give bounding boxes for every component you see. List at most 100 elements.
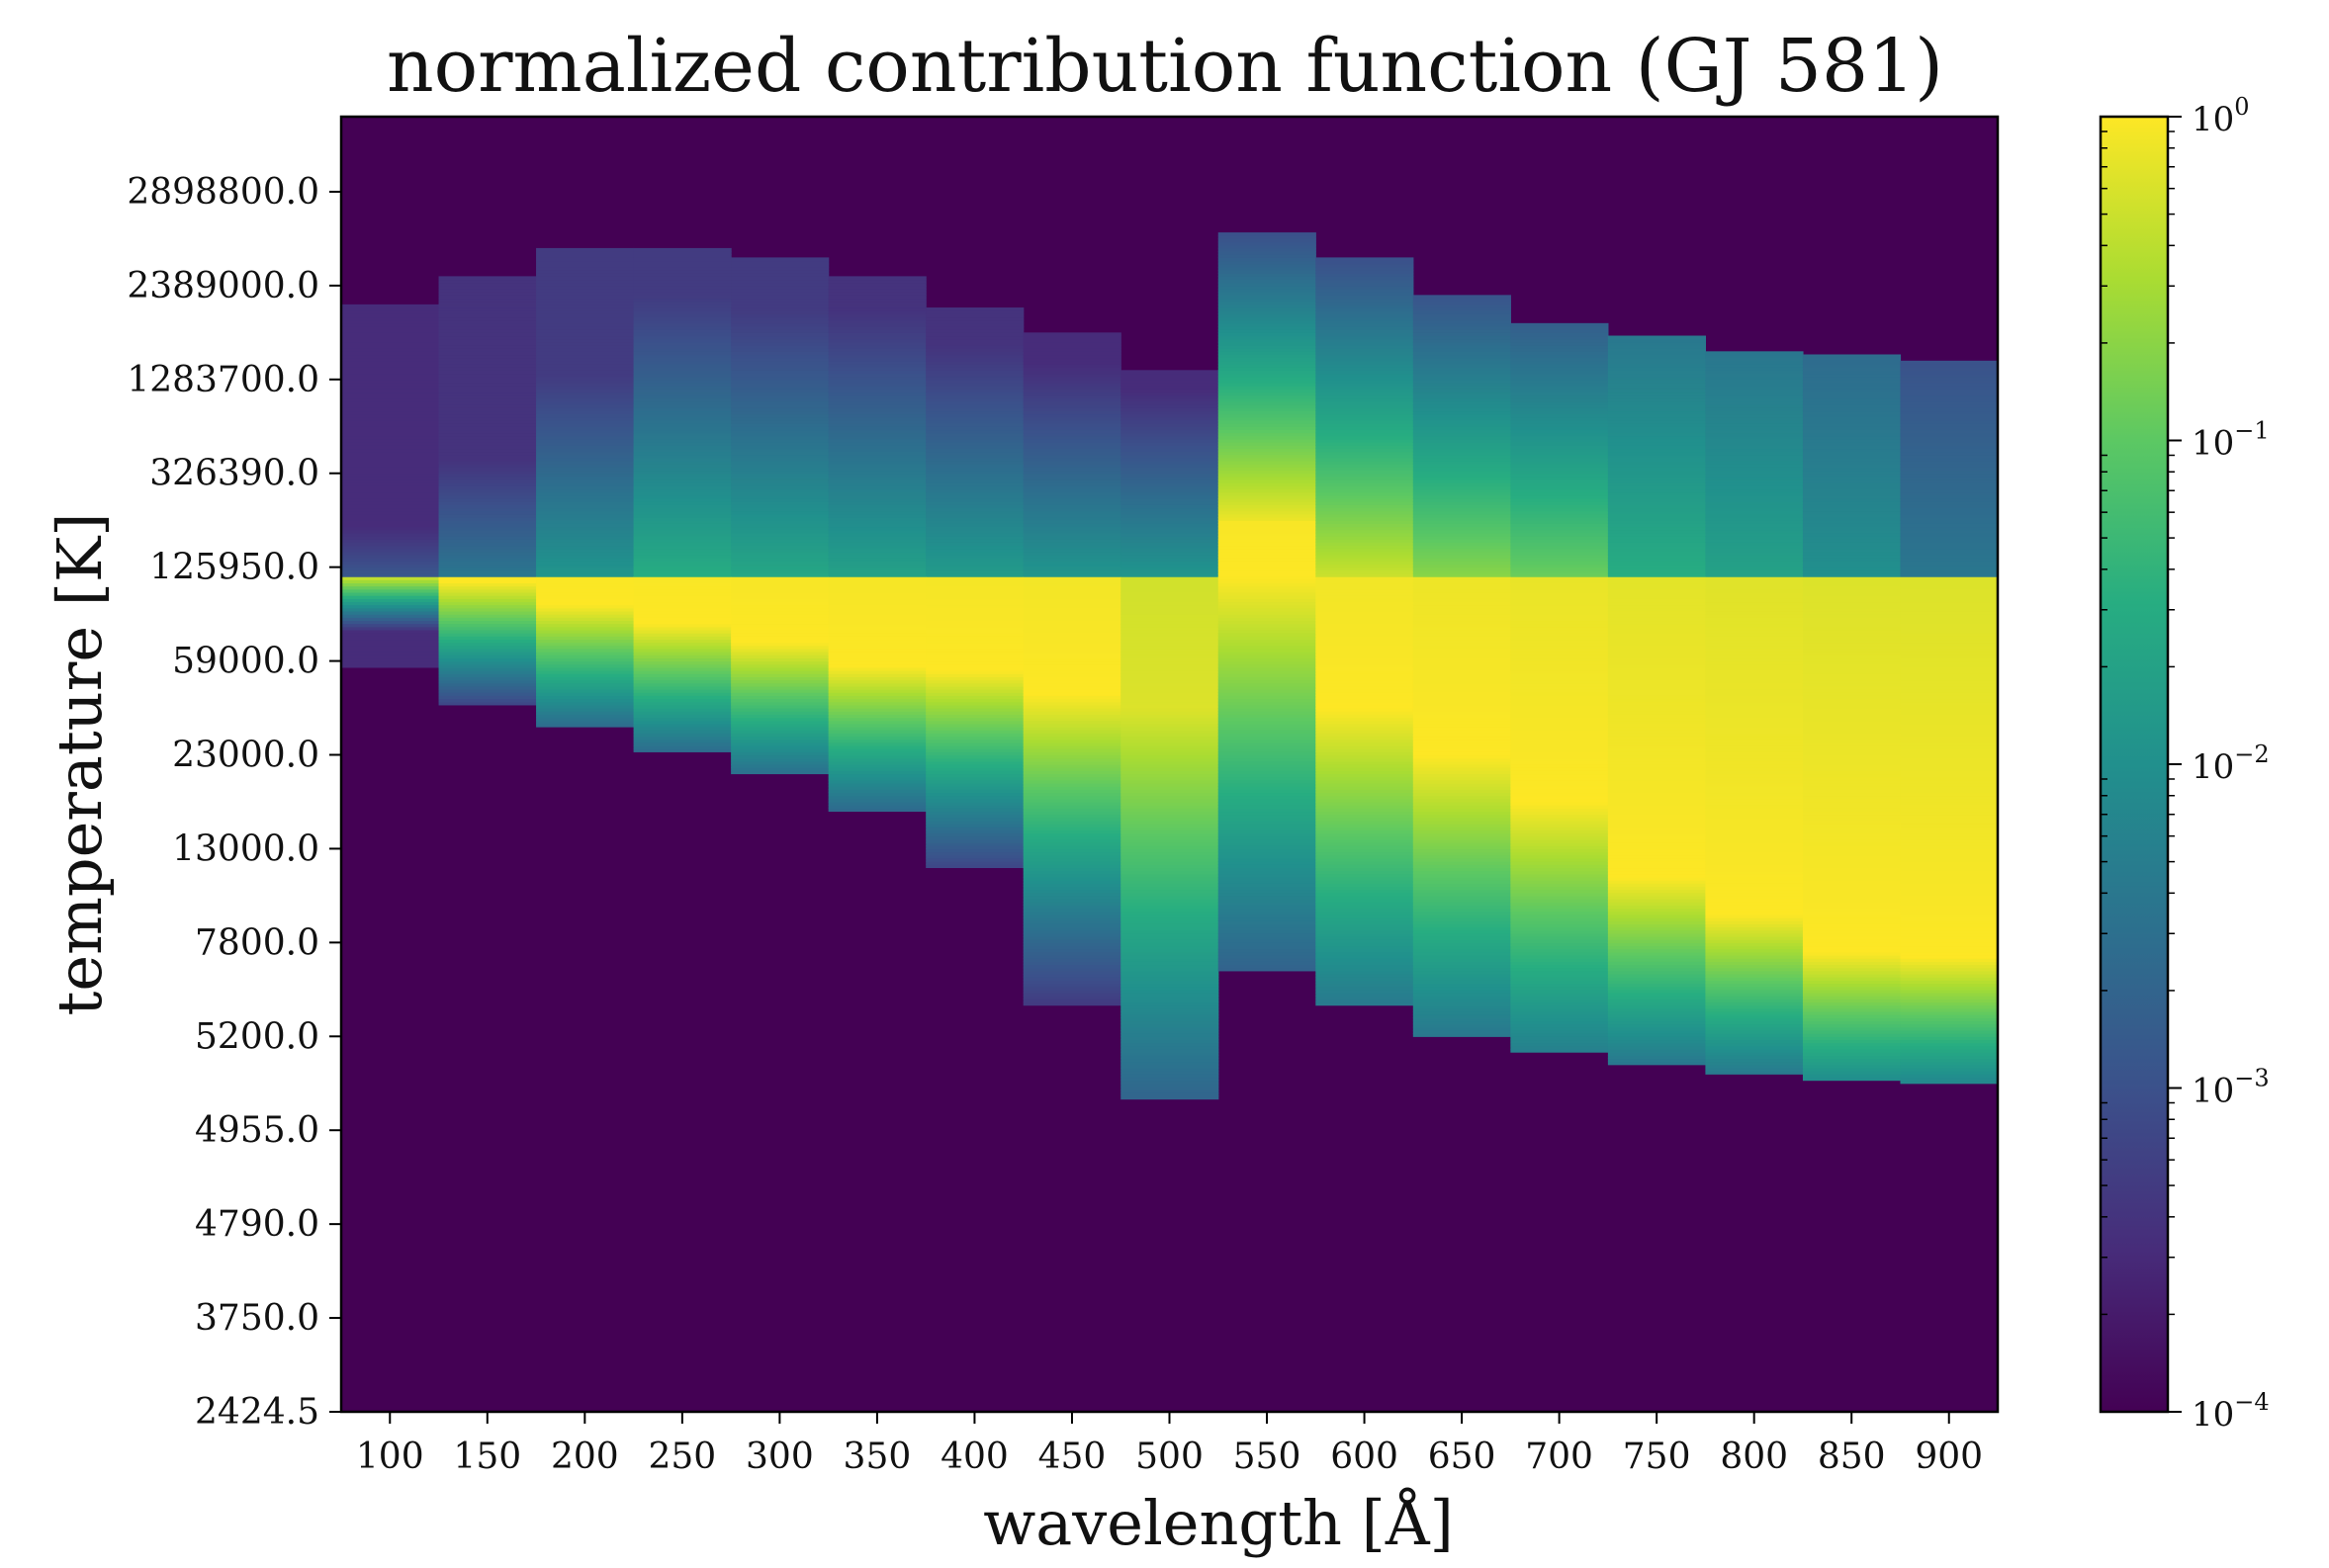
heatmap-cell xyxy=(1023,652,1121,655)
heatmap-cell xyxy=(731,498,830,502)
heatmap-cell xyxy=(828,685,927,690)
heatmap-cell xyxy=(828,476,927,480)
heatmap-cell xyxy=(1510,1023,1609,1028)
heatmap-cell xyxy=(1510,623,1609,628)
heatmap-cell xyxy=(1900,482,1999,486)
heatmap-cell xyxy=(1802,670,1902,674)
heatmap-cell xyxy=(1023,711,1121,715)
heatmap-cell xyxy=(1607,1002,1707,1006)
heatmap-cell xyxy=(341,338,440,343)
heatmap-cell xyxy=(633,642,732,647)
heatmap-cell xyxy=(926,582,1025,587)
heatmap-cell xyxy=(1900,682,1999,687)
heatmap-cell xyxy=(438,322,537,327)
heatmap-cell xyxy=(1023,795,1121,800)
heatmap-cell xyxy=(1802,1067,1902,1072)
heatmap-cell xyxy=(1217,566,1316,571)
heatmap-cell xyxy=(1705,945,1804,950)
y-tick-label: 59000.0 xyxy=(172,642,319,682)
heatmap-cell xyxy=(1705,914,1804,918)
heatmap-cell xyxy=(1412,1007,1511,1012)
heatmap-cell xyxy=(438,555,537,559)
heatmap-cell xyxy=(1412,779,1511,784)
heatmap-cell xyxy=(1705,413,1804,418)
heatmap-cell xyxy=(1607,351,1707,356)
heatmap-cell xyxy=(1023,679,1121,684)
heatmap-cell xyxy=(1217,510,1316,515)
heatmap-cell xyxy=(1900,666,1999,671)
heatmap-cell xyxy=(828,307,927,311)
heatmap-cell xyxy=(828,714,927,719)
heatmap-cell xyxy=(1900,948,1999,953)
heatmap-cell xyxy=(1705,736,1804,740)
heatmap-cell xyxy=(1900,442,1999,446)
heatmap-cell xyxy=(1510,329,1609,333)
heatmap-cell xyxy=(1023,551,1121,556)
heatmap-cell xyxy=(1607,576,1707,580)
heatmap-cell xyxy=(1023,360,1121,365)
heatmap-cell xyxy=(1900,864,1999,869)
heatmap-cell xyxy=(1217,767,1316,771)
heatmap-cell xyxy=(438,558,537,562)
heatmap-cell xyxy=(341,654,440,659)
heatmap-cell xyxy=(1120,902,1219,906)
heatmap-cell xyxy=(1900,1014,1999,1018)
heatmap-cell xyxy=(1900,977,1999,981)
heatmap-cell xyxy=(1120,999,1219,1003)
heatmap-cell xyxy=(633,698,732,703)
heatmap-cell xyxy=(1607,564,1707,568)
heatmap-cell xyxy=(1802,461,1902,465)
heatmap-cell xyxy=(1705,1036,1804,1041)
heatmap-cell xyxy=(1315,676,1414,681)
heatmap-cell xyxy=(1510,939,1609,943)
heatmap-cell xyxy=(1023,379,1121,384)
heatmap-cell xyxy=(1900,754,1999,759)
heatmap-cell xyxy=(1802,867,1902,872)
heatmap-cell xyxy=(828,473,927,478)
heatmap-cell xyxy=(341,555,440,559)
heatmap-cell xyxy=(1217,827,1316,831)
heatmap-cell xyxy=(1802,442,1902,446)
heatmap-cell xyxy=(1510,880,1609,884)
heatmap-cell xyxy=(341,633,440,637)
heatmap-cell xyxy=(1120,1014,1219,1018)
heatmap-cell xyxy=(1315,811,1414,816)
heatmap-cell xyxy=(1023,864,1121,869)
heatmap-cell xyxy=(1217,880,1316,884)
heatmap-cell xyxy=(926,429,1025,434)
heatmap-cell xyxy=(1510,673,1609,677)
heatmap-cell xyxy=(828,289,927,293)
heatmap-cell xyxy=(926,670,1025,674)
heatmap-cell xyxy=(1705,1026,1804,1031)
heatmap-cell xyxy=(1705,939,1804,943)
heatmap-cell xyxy=(1900,970,1999,975)
heatmap-cell xyxy=(1120,432,1219,437)
heatmap-cell xyxy=(1802,510,1902,515)
heatmap-cell xyxy=(926,851,1025,856)
heatmap-cell xyxy=(1705,419,1804,424)
heatmap-cell xyxy=(536,539,635,543)
heatmap-cell xyxy=(438,341,537,346)
heatmap-cell xyxy=(438,545,537,550)
heatmap-cell xyxy=(828,723,927,728)
heatmap-cell xyxy=(1412,448,1511,453)
heatmap-cell xyxy=(1217,485,1316,490)
heatmap-cell xyxy=(1023,448,1121,453)
heatmap-cell xyxy=(1023,426,1121,431)
heatmap-cell xyxy=(1510,470,1609,475)
heatmap-cell xyxy=(1023,636,1121,641)
heatmap-cell xyxy=(1900,386,1999,390)
heatmap-cell xyxy=(926,539,1025,543)
heatmap-cell xyxy=(1705,588,1804,593)
heatmap-cell xyxy=(633,370,732,375)
heatmap-cell xyxy=(1217,867,1316,872)
heatmap-cell xyxy=(1705,548,1804,553)
heatmap-cell xyxy=(1315,876,1414,881)
heatmap-cell xyxy=(438,397,537,402)
heatmap-cell xyxy=(1900,795,1999,800)
heatmap-cell xyxy=(1315,576,1414,580)
heatmap-cell xyxy=(1607,811,1707,816)
heatmap-cell xyxy=(1217,654,1316,659)
heatmap-cell xyxy=(1705,698,1804,703)
heatmap-cell xyxy=(1900,423,1999,427)
